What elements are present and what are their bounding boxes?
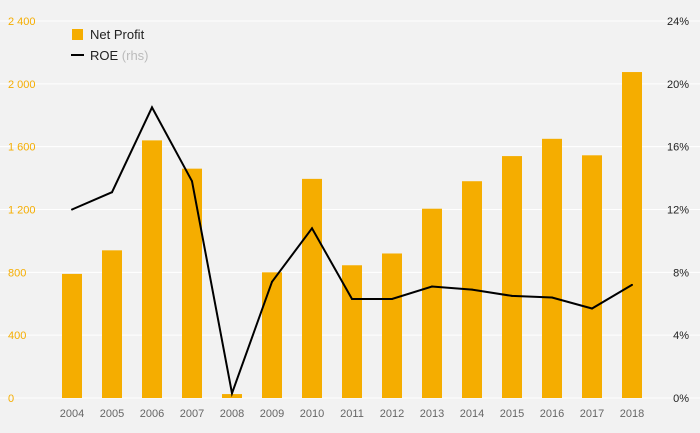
- x-tick-label: 2008: [220, 408, 244, 420]
- bar-net-profit: [262, 272, 282, 398]
- y-left-tick-label: 2 400: [8, 16, 36, 28]
- legend-label-net-profit: Net Profit: [90, 27, 145, 42]
- y-left-tick-label: 2 000: [8, 79, 36, 91]
- y-left-tick-label: 0: [8, 393, 14, 405]
- y-right-tick-label: 0%: [673, 393, 689, 405]
- point-roe: [631, 283, 633, 286]
- legend-label-roe-suffix: (rhs): [122, 48, 149, 63]
- x-tick-label: 2014: [460, 408, 484, 420]
- point-roe: [111, 191, 113, 194]
- bar-net-profit: [62, 273, 82, 398]
- bars-layer: [62, 72, 642, 398]
- y-right-tick-label: 16%: [667, 142, 689, 154]
- x-tick-label: 2015: [500, 408, 524, 420]
- point-roe: [591, 307, 593, 310]
- point-roe: [311, 227, 313, 230]
- legend: Net Profit ROE (rhs): [71, 27, 149, 63]
- x-tick-label: 2017: [580, 408, 604, 420]
- point-roe: [71, 208, 73, 211]
- x-tick-label: 2012: [380, 408, 404, 420]
- bar-net-profit: [542, 138, 562, 398]
- y-right-tick-label: 12%: [667, 205, 689, 217]
- axes-layer: 0 0% 400 4% 800 8% 1 200 12% 1 600 16% 2 000 20% 2 4…: [8, 16, 689, 420]
- y-left-tick-label: 1 200: [8, 205, 36, 217]
- legend-swatch-net-profit: [72, 29, 83, 40]
- bar-net-profit: [502, 156, 522, 398]
- point-roe: [431, 285, 433, 288]
- point-roe: [391, 298, 393, 301]
- x-tick-label: 2006: [140, 408, 164, 420]
- point-roe: [191, 180, 193, 183]
- point-roe: [511, 294, 513, 297]
- legend-label-roe-name: ROE: [90, 48, 119, 63]
- y-left-tick-label: 400: [8, 330, 26, 342]
- point-roe: [551, 296, 553, 299]
- point-roe: [151, 106, 153, 109]
- bar-net-profit: [302, 178, 322, 398]
- x-tick-label: 2013: [420, 408, 444, 420]
- point-roe: [471, 288, 473, 291]
- bar-net-profit: [422, 208, 442, 398]
- point-roe: [271, 280, 273, 283]
- line-layer: [71, 105, 633, 398]
- point-roe: [231, 392, 233, 395]
- y-right-tick-label: 24%: [667, 16, 689, 28]
- y-left-tick-label: 800: [8, 267, 26, 279]
- y-left-tick-label: 1 600: [8, 142, 36, 154]
- x-tick-label: 2016: [540, 408, 564, 420]
- x-tick-label: 2004: [60, 408, 84, 420]
- point-roe: [351, 298, 353, 301]
- legend-label-roe: ROE (rhs): [90, 48, 149, 63]
- x-tick-label: 2018: [620, 408, 644, 420]
- x-tick-label: 2011: [340, 408, 364, 420]
- x-tick-label: 2005: [100, 408, 124, 420]
- y-right-tick-label: 20%: [667, 79, 689, 91]
- bar-net-profit: [182, 168, 202, 398]
- x-tick-label: 2009: [260, 408, 284, 420]
- x-tick-label: 2007: [180, 408, 204, 420]
- bar-net-profit: [582, 155, 602, 398]
- bar-net-profit: [622, 72, 642, 398]
- y-right-tick-label: 8%: [673, 267, 689, 279]
- bar-net-profit: [102, 250, 122, 398]
- x-tick-label: 2010: [300, 408, 324, 420]
- y-right-tick-label: 4%: [673, 330, 689, 342]
- bar-net-profit: [382, 253, 402, 398]
- bar-net-profit: [142, 140, 162, 398]
